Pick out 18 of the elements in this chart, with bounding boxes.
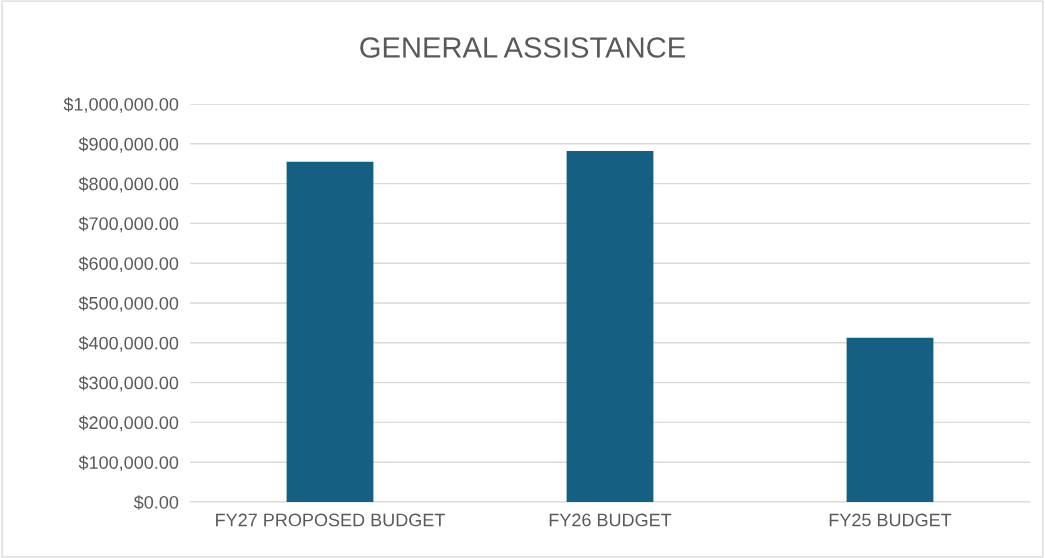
x-tick-label: FY25 BUDGET: [829, 513, 952, 527]
y-tick-label: $400,000.00: [78, 335, 179, 352]
bar: [566, 150, 654, 502]
y-tick-label: $500,000.00: [78, 296, 179, 312]
y-tick-label: $1,000,000.00: [63, 97, 179, 113]
y-tick-label: $0.00: [133, 495, 179, 510]
y-tick-label: $600,000.00: [78, 256, 179, 273]
bar: [286, 161, 374, 502]
y-tick-label: $200,000.00: [78, 415, 179, 432]
y-tick-label: $100,000.00: [78, 455, 179, 472]
chart-title: GENERAL ASSISTANCE: [360, 37, 685, 58]
x-tick-label: FY27 PROPOSED BUDGET: [216, 513, 445, 527]
y-tick-label: $800,000.00: [78, 176, 179, 193]
x-tick-label: FY26 BUDGET: [549, 513, 672, 527]
y-tick-label: $300,000.00: [78, 375, 179, 392]
y-tick-label: $700,000.00: [78, 216, 179, 233]
bar: [846, 337, 934, 502]
y-tick-label: $900,000.00: [78, 136, 179, 153]
